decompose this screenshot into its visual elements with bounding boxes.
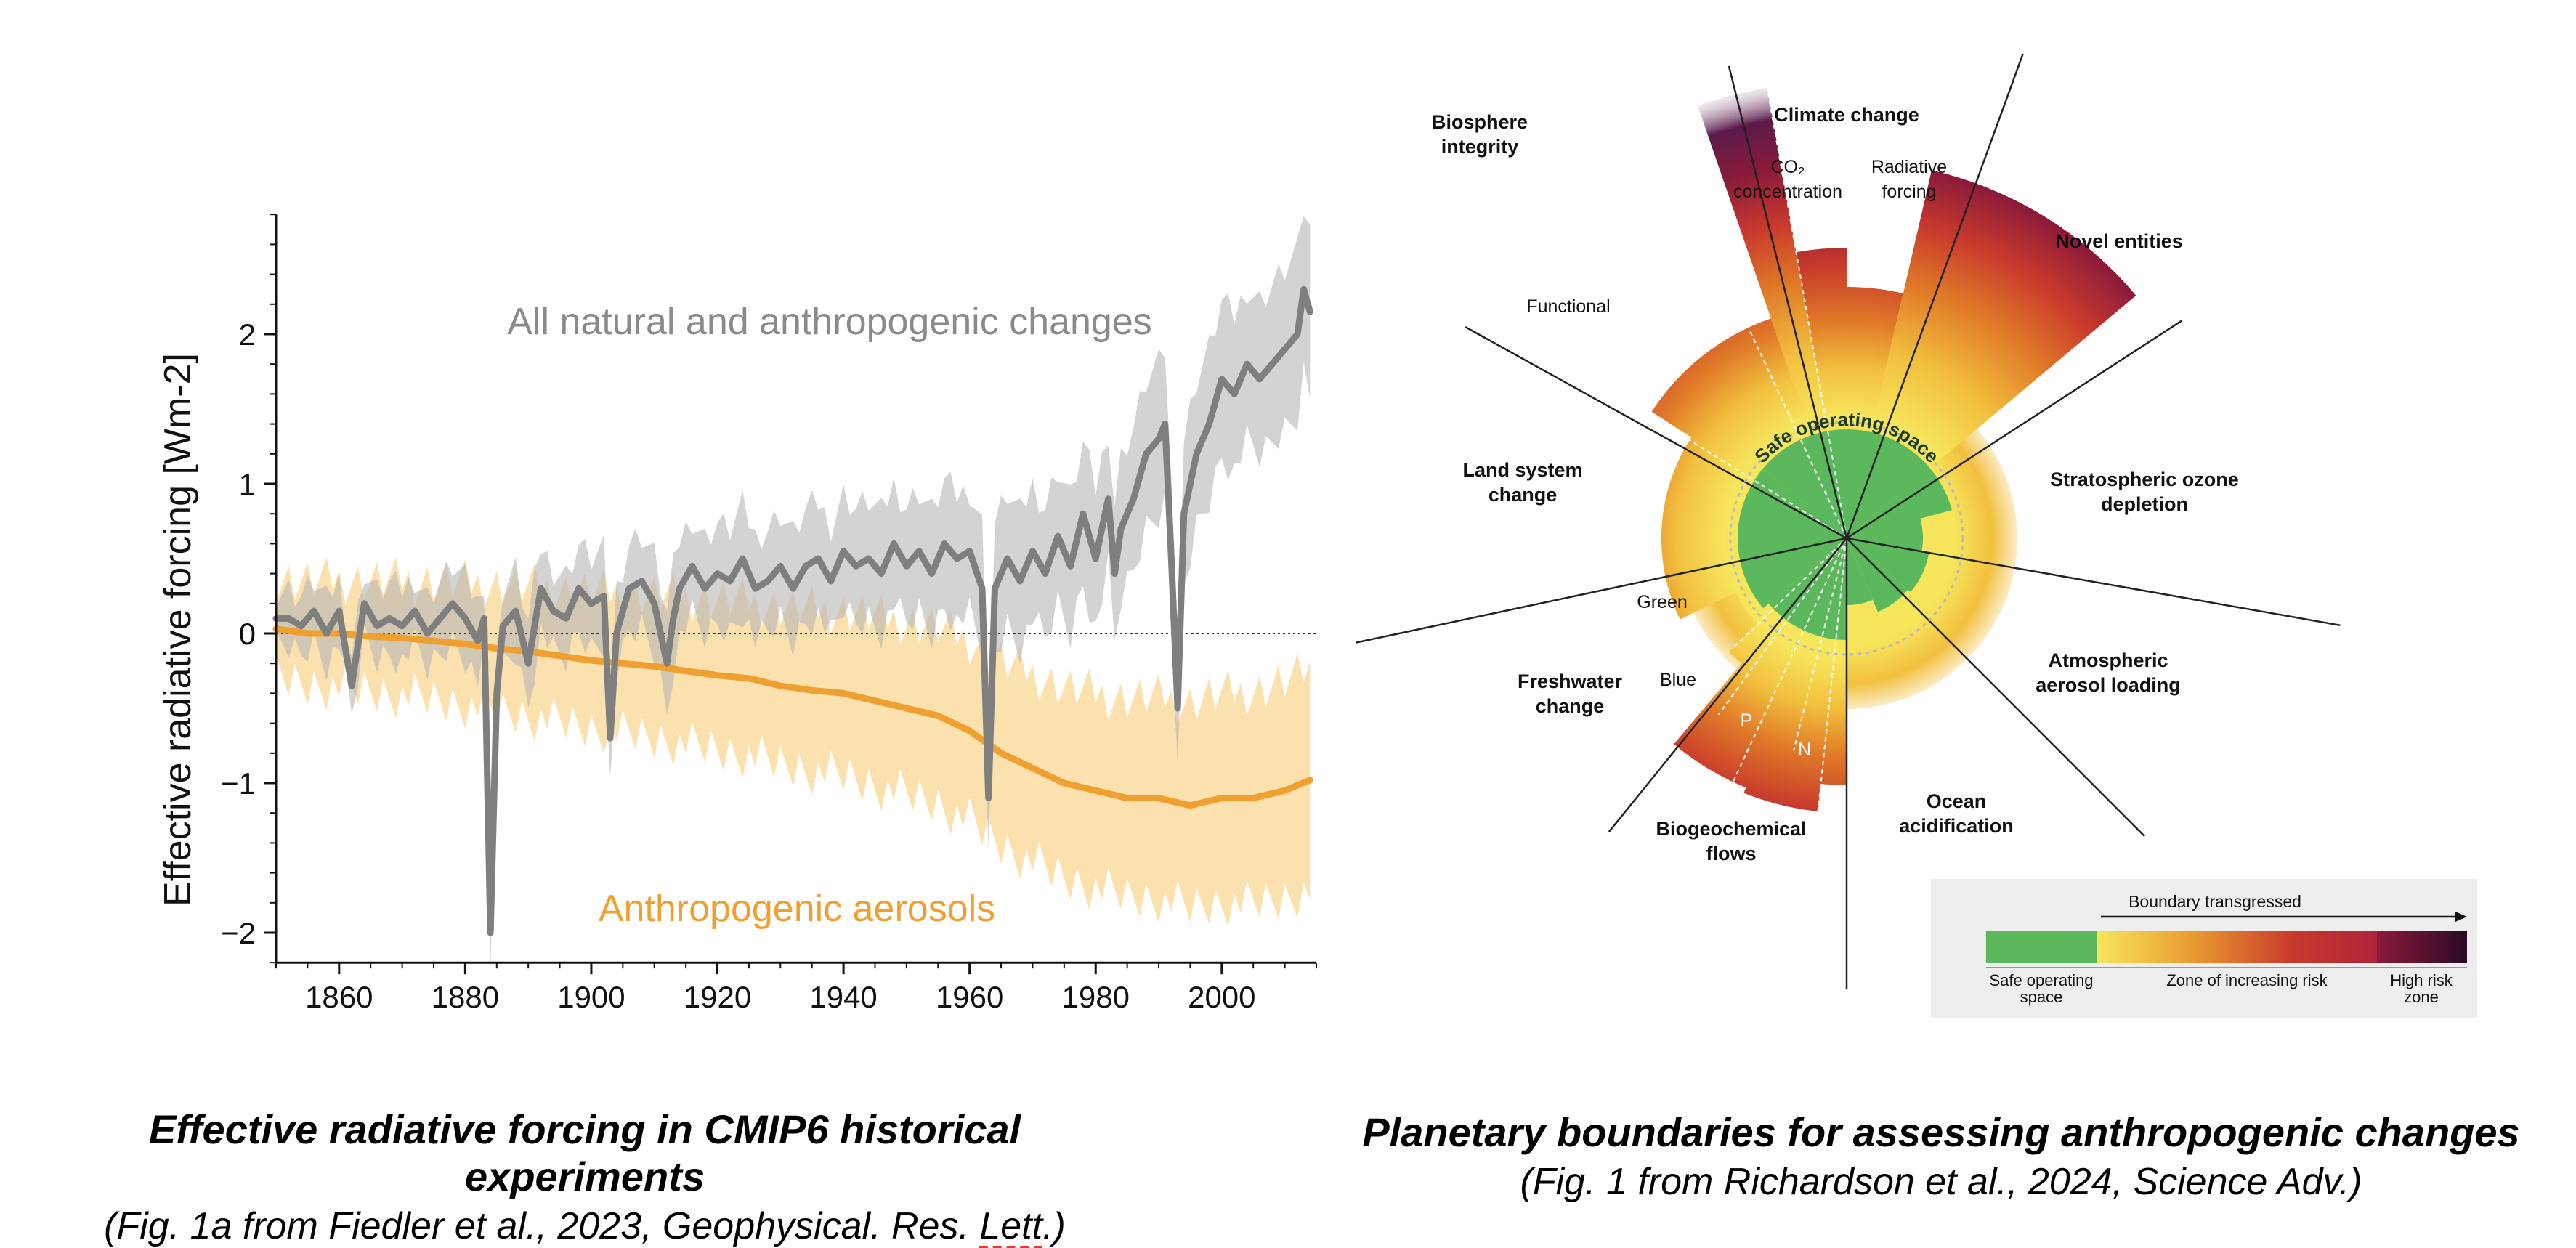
- legend-high-risk-label: High risk zone: [2390, 971, 2453, 1006]
- legend-arrow-head-icon: [2455, 912, 2467, 922]
- boundary-spoke: [1846, 537, 2341, 627]
- label-climate-change: Climate change: [1774, 104, 1919, 126]
- sub-boundary-divider: [1766, 87, 1847, 539]
- label-novel-entities: Novel entities: [2055, 230, 2183, 252]
- boundary-spoke: [1846, 320, 2182, 540]
- boundary-spoke: [1608, 538, 1847, 832]
- sub-boundary-divider: [1731, 538, 1847, 650]
- sub-boundary-divider: [1649, 414, 1847, 539]
- label-land-system-change: Land system change: [1462, 459, 1582, 506]
- x-tick-label: 1980: [1062, 980, 1130, 1014]
- x-tick-label: 1940: [809, 980, 877, 1014]
- label-radiative-forcing: Radiative forcing: [1871, 157, 1947, 202]
- x-tick-label: 1960: [936, 980, 1003, 1014]
- chart-axes: 2 1 0 −1 −2 1860 1880 1900 1920 1940 1960 1980 2000: [221, 214, 1317, 1014]
- label-p: P: [1741, 710, 1753, 731]
- label-functional: Functional: [1526, 296, 1610, 317]
- label-ocean-acidification: Ocean acidification: [1899, 790, 2014, 837]
- label-biosphere-integrity: Biosphere integrity: [1432, 111, 1528, 158]
- x-tick-label: 1920: [684, 980, 751, 1014]
- series-lines: [272, 285, 1313, 936]
- y-tick-label: −2: [221, 916, 256, 950]
- series-line-all-changes: [272, 285, 1313, 936]
- legend-safe-label: Safe operating space: [1989, 971, 2093, 1006]
- sub-boundary-divider: [1717, 538, 1847, 716]
- left-caption-title: Effective radiative forcing in CMIP6 his…: [148, 1106, 1021, 1199]
- legend-safe-swatch: [1986, 931, 2097, 963]
- boundary-spoke: [1465, 326, 1847, 540]
- sub-boundary-divider: [1817, 538, 1847, 812]
- safe-sector: [1847, 538, 1908, 612]
- safe-sector: [1738, 468, 1847, 609]
- safe-sector: [1847, 538, 1929, 592]
- sub-boundary-divider: [1731, 538, 1847, 784]
- label-co2-concentration: CO₂ concentration: [1733, 157, 1842, 202]
- label-freshwater-change: Freshwater change: [1518, 670, 1623, 717]
- boundary-spokes: [1356, 53, 2341, 989]
- legend-risk-label: Zone of increasing risk: [2166, 971, 2328, 989]
- label-green: Green: [1637, 592, 1687, 612]
- wedge-genetic: [1697, 87, 1847, 539]
- series-label-all: All natural and anthropogenic changes: [507, 301, 1152, 343]
- right-caption-source: (Fig. 1 from Richardson et al., 2024, Sc…: [1520, 1161, 2362, 1203]
- left-caption-source-a: (Fig. 1a from Fiedler et al., 2023, Geop…: [104, 1205, 980, 1247]
- x-tick-label: 1900: [557, 980, 625, 1014]
- boundary-spoke: [1846, 538, 2145, 837]
- right-caption: Planetary boundaries for assessing anthr…: [1360, 1109, 2522, 1204]
- left-caption-source-c: .): [1042, 1205, 1066, 1247]
- boundary-spoke: [1356, 537, 1847, 644]
- boundary-spoke: [1845, 53, 2024, 539]
- x-tick-label: 1860: [305, 980, 373, 1014]
- safe-sector: [1847, 518, 1923, 552]
- left-caption-source-lett: Lett: [979, 1205, 1043, 1247]
- label-n: N: [1798, 740, 1811, 760]
- boundary-spoke: [1728, 65, 1848, 539]
- y-axis-label: Effective radiative forcing [Wm-2]: [157, 353, 199, 907]
- series-line-aerosols: [272, 625, 1313, 809]
- y-tick-label: 0: [239, 617, 256, 651]
- legend-high-risk-swatch: [2377, 931, 2467, 963]
- safe-boundary-circle: [1729, 421, 1964, 656]
- safe-sector: [1763, 429, 1930, 538]
- x-tick-label: 1880: [432, 980, 499, 1014]
- label-genetic: Genetic: [1627, 206, 1689, 227]
- series-label-aerosols: Anthropogenic aerosols: [599, 888, 995, 930]
- planetary-boundaries-diagram: Safe operating space Climate change CO₂ c…: [1356, 53, 2477, 1018]
- left-caption-source: (Fig. 1a from Fiedler et al., 2023, Geop…: [73, 1204, 1097, 1248]
- label-aerosol-loading: Atmospheric aerosol loading: [2036, 649, 2181, 696]
- label-ozone: Stratospheric ozone depletion: [2050, 469, 2239, 515]
- label-blue: Blue: [1660, 670, 1696, 690]
- right-caption-title: Planetary boundaries for assessing anthr…: [1362, 1109, 2520, 1155]
- legend-risk-swatch: [2097, 931, 2377, 963]
- left-caption: Effective radiative forcing in CMIP6 his…: [73, 1106, 1097, 1248]
- label-biogeochemical-flows: Biogeochemical flows: [1656, 818, 1806, 864]
- legend-arrow-label: Boundary transgressed: [2129, 892, 2301, 911]
- safe-sector: [1847, 538, 1873, 605]
- y-tick-label: 1: [239, 467, 256, 501]
- y-tick-label: 2: [239, 317, 256, 352]
- x-tick-label: 2000: [1188, 980, 1255, 1014]
- band-all-changes: [276, 216, 1311, 968]
- legend: Boundary transgressed Safe operating spac…: [1931, 879, 2477, 1018]
- y-tick-label: −1: [221, 766, 256, 801]
- boundary-wedges: [1649, 87, 2136, 812]
